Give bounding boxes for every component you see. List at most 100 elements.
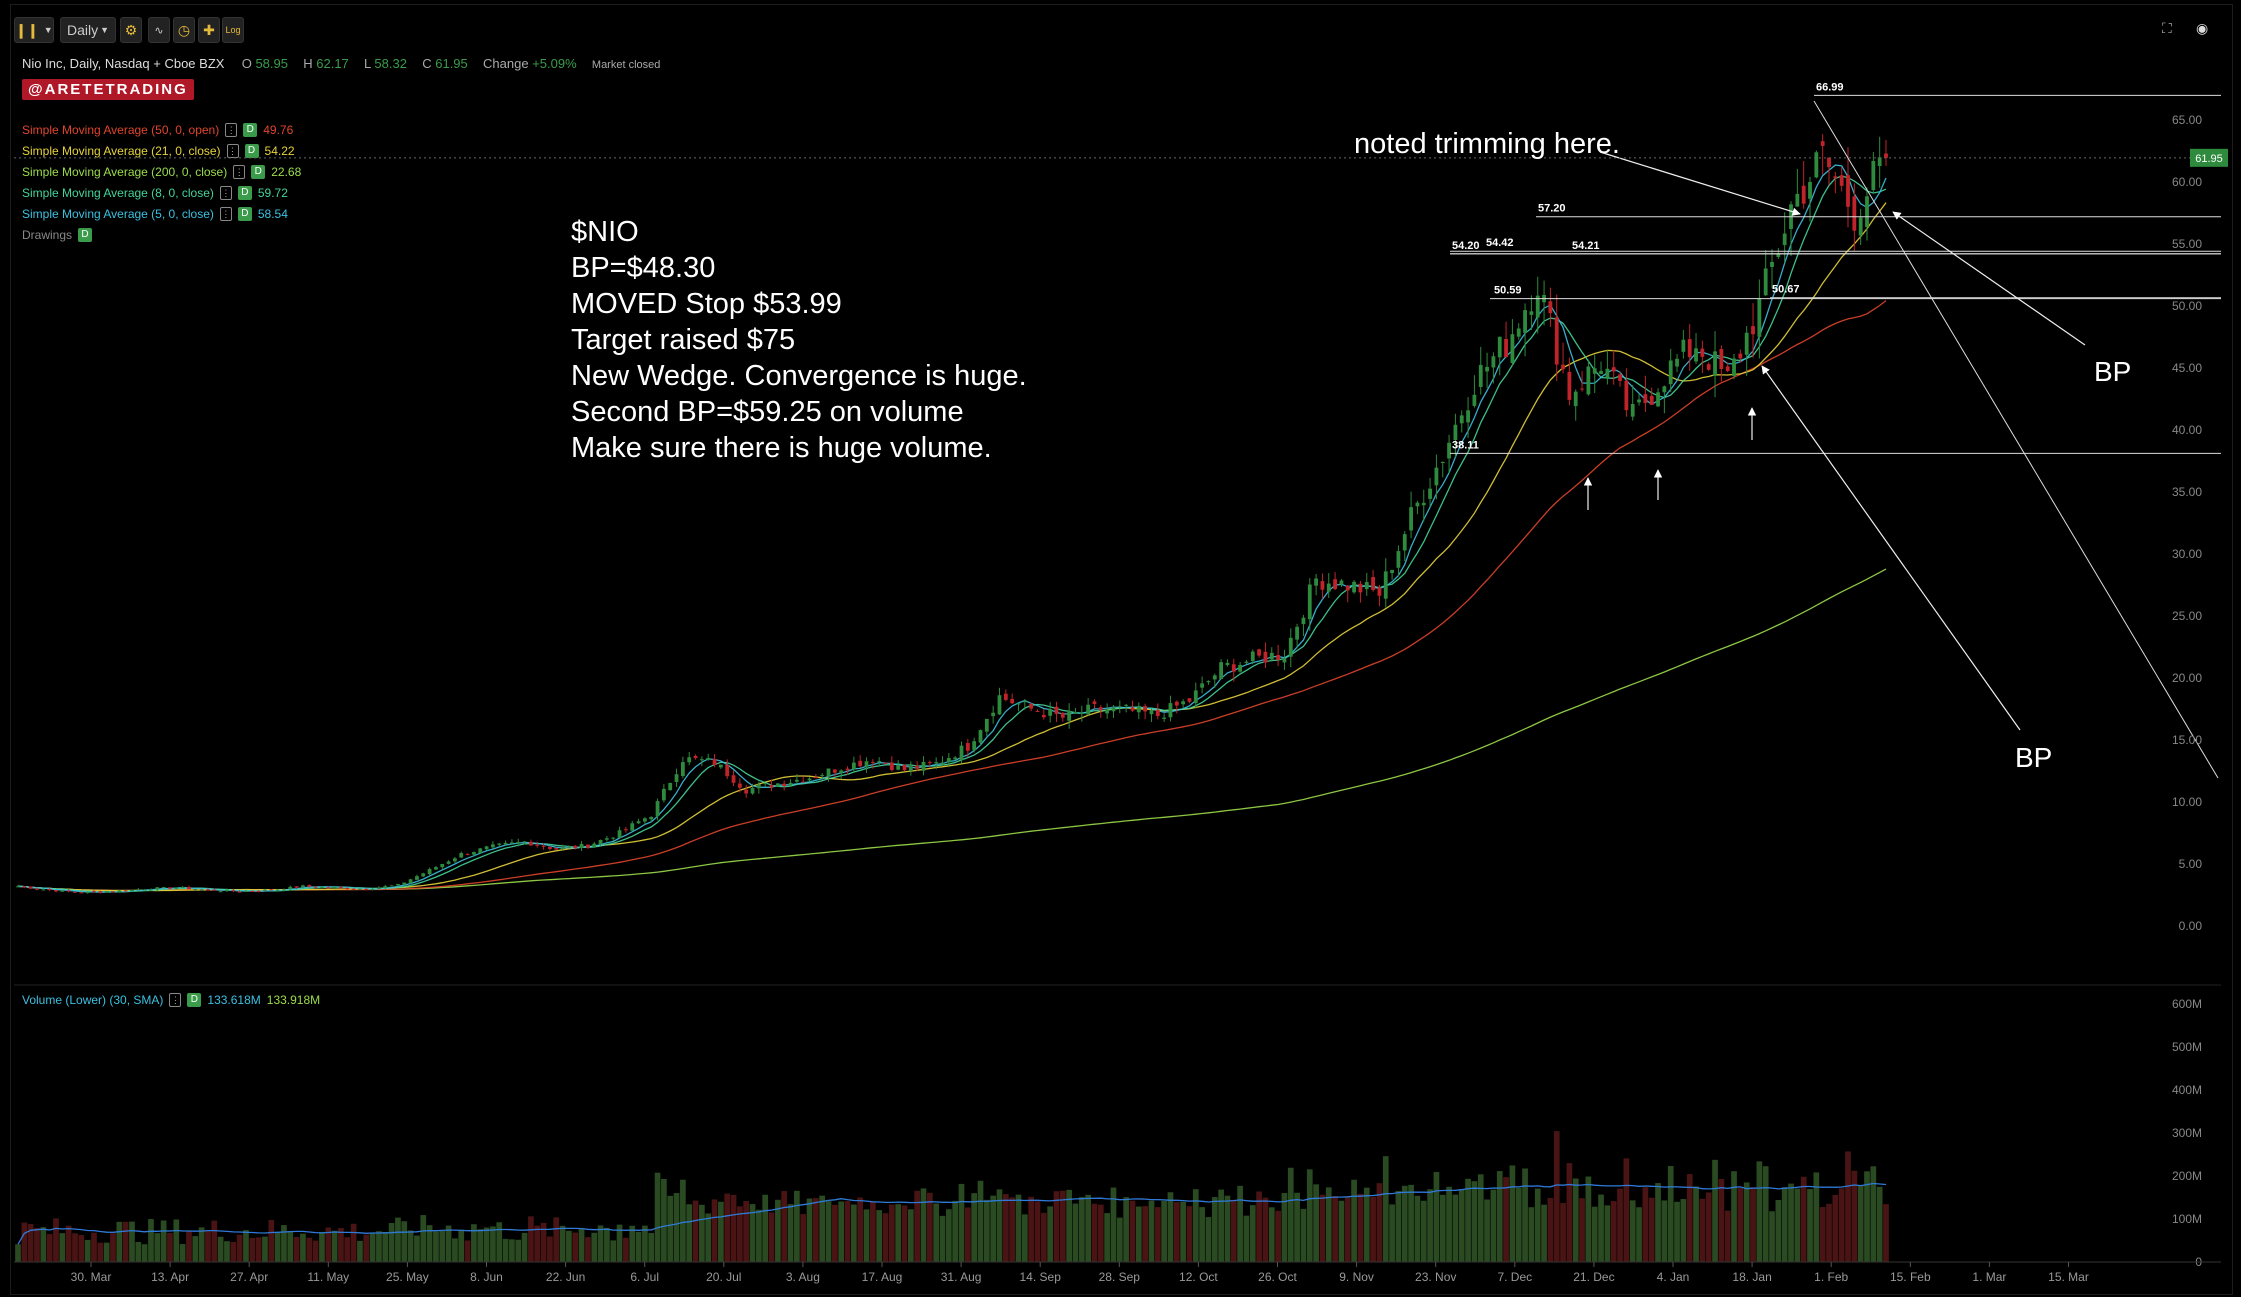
time-tick-label: 21. Dec bbox=[1573, 1270, 1614, 1284]
study-d-badge[interactable]: D bbox=[243, 122, 258, 137]
volume-bar bbox=[1522, 1168, 1528, 1262]
candle-body bbox=[383, 886, 388, 888]
study-legend-2[interactable]: Simple Moving Average (200, 0, close) ⋮ D 2… bbox=[22, 163, 301, 180]
bar-style-button[interactable]: ❙❙ ▼ bbox=[14, 17, 54, 43]
candle-body bbox=[104, 891, 109, 893]
study-d-badge[interactable]: D bbox=[251, 164, 266, 179]
volume-bar bbox=[566, 1230, 572, 1262]
candle-body bbox=[1839, 175, 1844, 186]
volume-bar bbox=[1661, 1200, 1668, 1262]
trade-plan-line: $NIO bbox=[571, 216, 639, 248]
candle-body bbox=[136, 889, 141, 891]
volume-bar bbox=[129, 1221, 135, 1262]
study-info-icon[interactable]: ⋮ bbox=[226, 143, 239, 158]
candle-body bbox=[1054, 706, 1059, 714]
volume-legend[interactable]: Volume (Lower) (30, SMA) ⋮ D 133.618M 13… bbox=[22, 991, 320, 1008]
volume-bar bbox=[1731, 1171, 1737, 1262]
candle-body bbox=[168, 887, 172, 889]
volume-bar bbox=[1667, 1165, 1674, 1262]
study-info-icon[interactable]: ⋮ bbox=[225, 122, 238, 137]
candle-body bbox=[1554, 317, 1559, 365]
study-info-icon[interactable]: ⋮ bbox=[233, 164, 246, 179]
level-label: 57.20 bbox=[1538, 203, 1566, 215]
study-d-badge[interactable]: D bbox=[237, 206, 252, 221]
volume-bar bbox=[1636, 1207, 1642, 1262]
candle-body bbox=[915, 765, 920, 769]
volume-bar bbox=[141, 1244, 148, 1262]
volume-bar bbox=[604, 1227, 610, 1262]
volume-info-icon[interactable]: ⋮ bbox=[169, 992, 182, 1007]
volume-bar bbox=[173, 1219, 180, 1262]
candle-body bbox=[1358, 583, 1363, 593]
volume-bar bbox=[977, 1180, 984, 1262]
time-tick-label: 7. Dec bbox=[1497, 1270, 1532, 1284]
volume-bar bbox=[1351, 1179, 1357, 1262]
volume-bar bbox=[1199, 1207, 1205, 1262]
volume-bar bbox=[876, 1210, 883, 1262]
volume-bar bbox=[635, 1231, 642, 1262]
volume-bar bbox=[1458, 1189, 1465, 1262]
volume-bar bbox=[1781, 1187, 1788, 1262]
candle-body bbox=[1459, 415, 1464, 424]
volume-bar bbox=[293, 1237, 300, 1262]
study-legend-0[interactable]: Simple Moving Average (50, 0, open) ⋮ D 49.… bbox=[22, 121, 293, 138]
clock-button[interactable]: ◷ bbox=[173, 17, 195, 43]
volume-bar bbox=[15, 1244, 21, 1262]
candle-body bbox=[1212, 675, 1217, 680]
study-label: Simple Moving Average (50, 0, open) bbox=[22, 122, 220, 137]
candle-body bbox=[1181, 701, 1186, 705]
candle-body bbox=[35, 888, 39, 890]
candle-body bbox=[1174, 701, 1179, 706]
drawings-legend[interactable]: Drawings D bbox=[22, 226, 93, 243]
fullscreen-icon[interactable]: ⛶ bbox=[2162, 20, 2172, 36]
volume-d-badge[interactable]: D bbox=[187, 992, 202, 1007]
study-legend-3[interactable]: Simple Moving Average (8, 0, close) ⋮ D 59.… bbox=[22, 184, 288, 201]
volume-bar bbox=[1097, 1204, 1104, 1262]
candle-body bbox=[1016, 703, 1021, 705]
compare-button[interactable]: ∿ bbox=[148, 17, 170, 43]
candle-body bbox=[187, 887, 191, 890]
candle-body bbox=[1535, 295, 1540, 318]
candle-body bbox=[453, 858, 457, 862]
volume-bar bbox=[578, 1228, 585, 1262]
study-info-icon[interactable]: ⋮ bbox=[219, 185, 232, 200]
settings-button[interactable]: ⚙ bbox=[120, 17, 142, 43]
candle-body bbox=[579, 843, 584, 849]
volume-bar bbox=[1686, 1174, 1693, 1262]
candle-body bbox=[1472, 394, 1477, 406]
volume-bar bbox=[1186, 1206, 1193, 1262]
candle-body bbox=[642, 818, 647, 822]
candle-body bbox=[1529, 311, 1534, 315]
candle-body bbox=[358, 888, 362, 890]
study-label: Simple Moving Average (200, 0, close) bbox=[22, 164, 228, 179]
candle-body bbox=[972, 741, 977, 751]
volume-bar bbox=[1161, 1200, 1167, 1262]
compare-icon: ∿ bbox=[154, 24, 164, 37]
camera-icon[interactable]: ◉ bbox=[2196, 20, 2209, 36]
volume-bar bbox=[1693, 1186, 1699, 1262]
volume-bar bbox=[1534, 1188, 1541, 1262]
volume-bar bbox=[224, 1241, 230, 1262]
candle-body bbox=[244, 890, 248, 893]
drawings-d-badge[interactable]: D bbox=[78, 227, 93, 242]
candle-body bbox=[92, 891, 96, 893]
high-value: 62.17 bbox=[316, 56, 349, 71]
volume-bar bbox=[1002, 1194, 1009, 1262]
volume-bar bbox=[648, 1233, 655, 1262]
volume-bar bbox=[1750, 1187, 1756, 1262]
candle-body bbox=[604, 838, 609, 840]
study-legend-4[interactable]: Simple Moving Average (5, 0, close) ⋮ D 58.… bbox=[22, 205, 288, 222]
candle-body bbox=[1149, 710, 1154, 715]
study-d-badge[interactable]: D bbox=[237, 185, 252, 200]
last-price-label: 61.95 bbox=[2195, 153, 2223, 165]
interval-select[interactable]: Daily ▼ bbox=[60, 17, 116, 43]
volume-bar bbox=[1623, 1158, 1630, 1262]
log-scale-button[interactable]: Log bbox=[222, 17, 244, 43]
study-info-icon[interactable]: ⋮ bbox=[219, 206, 232, 221]
study-legend-1[interactable]: Simple Moving Average (21, 0, close) ⋮ D 54… bbox=[22, 142, 295, 159]
volume-bar bbox=[964, 1207, 971, 1262]
study-d-badge[interactable]: D bbox=[244, 143, 259, 158]
crosshair-button[interactable]: ✚ bbox=[198, 17, 220, 43]
volume-bar bbox=[1053, 1191, 1060, 1262]
